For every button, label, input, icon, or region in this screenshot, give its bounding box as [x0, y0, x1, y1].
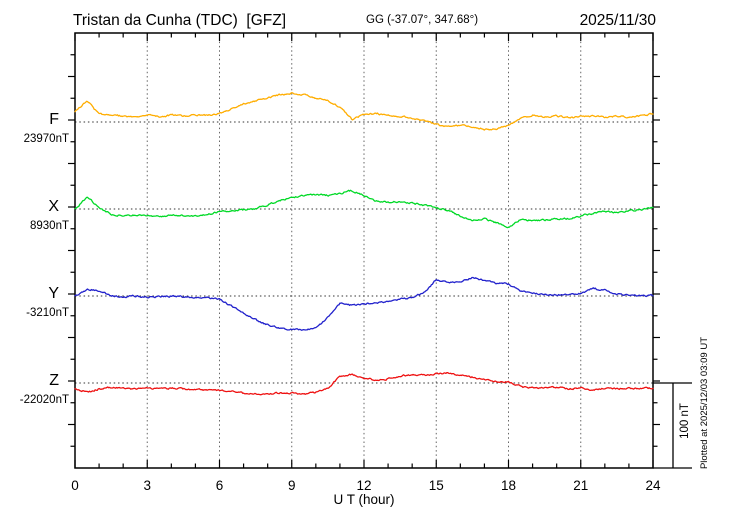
- x-tick-label-12: 12: [356, 478, 371, 493]
- channel-label-Y: Y: [48, 285, 59, 302]
- x-tick-label-3: 3: [143, 478, 151, 493]
- plot-date: 2025/11/30: [580, 12, 657, 29]
- trace-Y: [74, 276, 654, 331]
- channel-label-X: X: [48, 198, 59, 215]
- channel-baseline-value-Y: -3210nT: [26, 307, 69, 319]
- channel-baseline-value-F: 23970nT: [24, 133, 69, 145]
- channel-baseline-value-X: 8930nT: [30, 220, 69, 232]
- geo-coordinates: GG (-37.07°, 347.68°): [366, 14, 478, 26]
- station-title: Tristan da Cunha (TDC) [GFZ]: [73, 12, 286, 29]
- trace-X: [74, 189, 654, 229]
- trace-F: [74, 92, 654, 131]
- x-tick-label-0: 0: [71, 478, 79, 493]
- channel-label-F: F: [49, 111, 59, 128]
- plot-generated-layer: F 23970nT X 8930nT Y -3210nT Z -22020nT 0 3 6 9 12 15…: [20, 32, 692, 493]
- scale-bar-label: 100 nT: [679, 403, 691, 439]
- channel-label-Z: Z: [49, 372, 59, 389]
- x-tick-label-24: 24: [645, 478, 661, 493]
- plot-frame: [74, 32, 654, 469]
- x-tick-label-9: 9: [288, 478, 296, 493]
- trace-Z: [74, 372, 654, 396]
- x-tick-label-15: 15: [429, 478, 444, 493]
- x-tick-label-6: 6: [216, 478, 224, 493]
- x-tick-label-18: 18: [501, 478, 516, 493]
- x-tick-label-21: 21: [573, 478, 588, 493]
- plotted-at-label: Plotted at 2025/12/03 03:09 UT: [699, 337, 710, 469]
- x-axis-title: U T (hour): [333, 492, 394, 507]
- channel-baseline-value-Z: -22020nT: [20, 394, 69, 406]
